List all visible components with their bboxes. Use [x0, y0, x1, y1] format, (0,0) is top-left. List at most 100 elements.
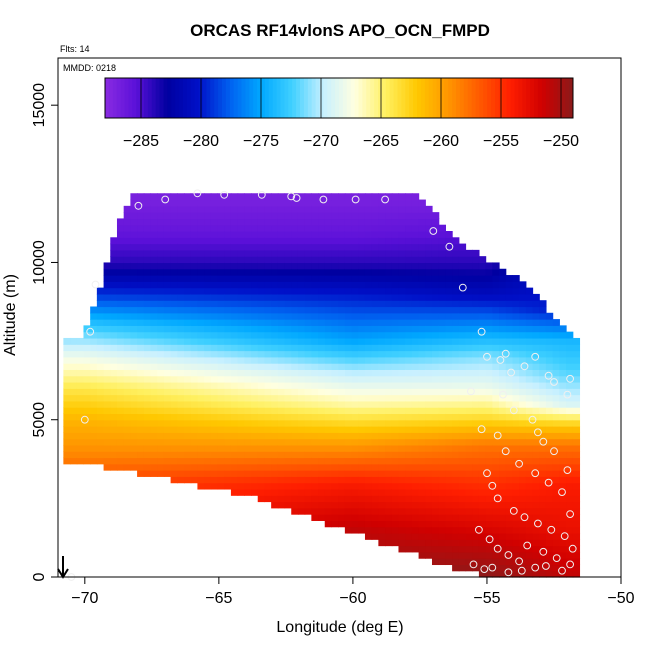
heatmap-cell: [505, 558, 514, 566]
heatmap-cell: [311, 300, 319, 308]
heatmap-cell: [505, 281, 514, 289]
heatmap-cell: [291, 218, 299, 226]
flight-point: [469, 560, 478, 569]
heatmap-cell: [251, 262, 259, 270]
heatmap-cell: [137, 457, 145, 465]
heatmap-cell: [177, 432, 185, 440]
heatmap-cell: [237, 281, 245, 289]
heatmap-cell: [364, 331, 373, 339]
heatmap-cell: [137, 337, 145, 345]
heatmap-cell: [277, 356, 286, 364]
heatmap-cell: [418, 287, 426, 295]
heatmap-cell: [170, 331, 178, 339]
heatmap-cell: [478, 350, 487, 358]
heatmap-cell: [385, 344, 393, 352]
heatmap-cell: [170, 337, 178, 345]
heatmap-cell: [391, 281, 400, 289]
heatmap-cell: [284, 363, 292, 370]
heatmap-cell: [371, 444, 379, 452]
heatmap-cell: [398, 444, 406, 452]
heatmap-cell: [398, 526, 406, 534]
heatmap-cell: [492, 438, 500, 446]
heatmap-cell: [331, 218, 339, 226]
heatmap-cell: [291, 350, 299, 358]
heatmap-cell: [143, 363, 152, 370]
flight-point: [485, 535, 494, 544]
heatmap-cell: [411, 268, 420, 276]
heatmap-cell: [425, 426, 433, 433]
heatmap-cell: [431, 331, 440, 339]
heatmap-cell: [163, 325, 172, 333]
heatmap-cell: [304, 400, 312, 408]
flight-point: [550, 378, 558, 386]
heatmap-cell: [331, 287, 339, 295]
heatmap-cell: [130, 306, 138, 314]
heatmap-cell: [163, 268, 172, 276]
heatmap-cell: [425, 325, 433, 333]
heatmap-cell: [150, 337, 158, 345]
heatmap-cell: [358, 205, 366, 213]
heatmap-cell: [150, 331, 158, 339]
heatmap-cell: [76, 451, 85, 459]
heatmap-cell: [210, 413, 219, 421]
heatmap-cell: [485, 495, 493, 503]
flight-point: [445, 242, 454, 251]
heatmap-cell: [150, 224, 158, 232]
heatmap-cell: [572, 457, 581, 465]
heatmap-cell: [130, 212, 138, 220]
heatmap-cell: [177, 444, 185, 452]
heatmap-cell: [525, 507, 534, 515]
heatmap-cell: [358, 526, 366, 534]
heatmap-cell: [311, 394, 319, 402]
heatmap-cell: [143, 262, 152, 270]
heatmap-cell: [63, 388, 71, 396]
heatmap-cell: [103, 268, 111, 276]
heatmap-cell: [378, 231, 386, 238]
heatmap-cell: [371, 470, 379, 477]
heatmap-cell: [264, 293, 272, 301]
heatmap-cell: [311, 476, 319, 484]
heatmap-cell: [344, 388, 353, 396]
heatmap-cell: [204, 419, 212, 427]
heatmap-cell: [257, 231, 266, 238]
heatmap-cell: [418, 526, 426, 534]
heatmap-cell: [499, 564, 507, 572]
colorbar-segment: [194, 78, 200, 118]
heatmap-cell: [271, 218, 279, 226]
heatmap-cell: [83, 407, 91, 415]
heatmap-cell: [572, 564, 581, 572]
heatmap-cell: [385, 212, 393, 220]
heatmap-cell: [566, 457, 574, 465]
heatmap-cell: [472, 495, 480, 503]
heatmap-cell: [76, 369, 85, 377]
heatmap-cell: [137, 356, 145, 364]
heatmap-cell: [371, 532, 379, 540]
heatmap-cell: [425, 243, 433, 251]
heatmap-cell: [271, 470, 279, 477]
heatmap-cell: [264, 369, 272, 377]
heatmap-cell: [512, 501, 520, 509]
heatmap-cell: [344, 344, 353, 352]
heatmap-cell: [324, 488, 333, 496]
heatmap-cell: [264, 350, 272, 358]
heatmap-cell: [532, 482, 540, 490]
heatmap-cell: [478, 413, 487, 421]
heatmap-cell: [385, 312, 393, 320]
heatmap-cell: [244, 205, 252, 213]
heatmap-cell: [304, 275, 312, 282]
heatmap-cell: [566, 558, 574, 566]
heatmap-cell: [485, 356, 493, 364]
heatmap-cell: [277, 501, 286, 509]
heatmap-cell: [277, 426, 286, 433]
heatmap-cell: [431, 212, 440, 220]
heatmap-cell: [83, 426, 91, 433]
heatmap-cell: [545, 337, 554, 345]
heatmap-cell: [123, 293, 131, 301]
heatmap-cell: [217, 293, 225, 301]
heatmap-cell: [478, 275, 487, 282]
heatmap-cell: [297, 275, 306, 282]
heatmap-cell: [358, 369, 366, 377]
heatmap-cell: [237, 413, 245, 421]
heatmap-cell: [505, 426, 514, 433]
heatmap-cell: [559, 507, 567, 515]
